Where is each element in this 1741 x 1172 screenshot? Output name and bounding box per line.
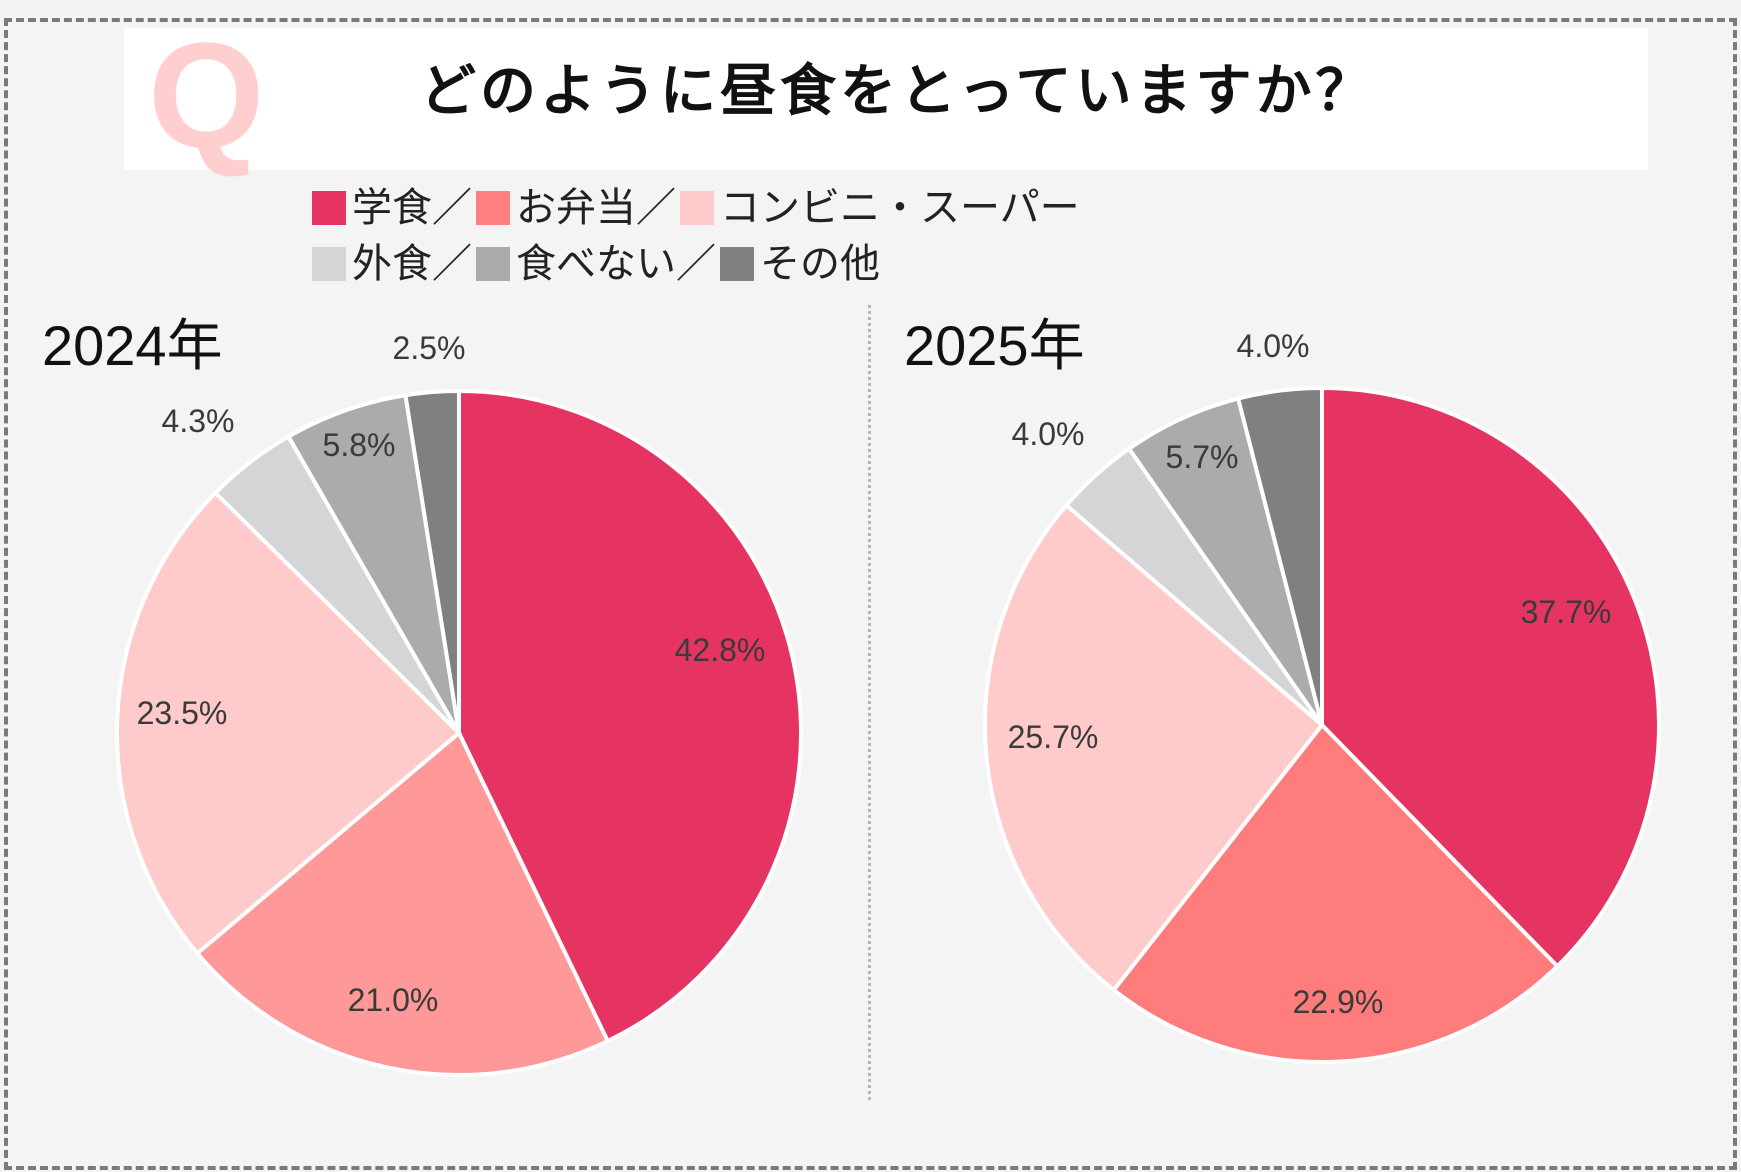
year-label-2025: 2025年 (904, 314, 1085, 377)
data-label-2025-1: 22.9% (1293, 984, 1384, 1020)
pie-chart-2025: 37.7% 22.9% 25.7% 4.0% 5.7% 4.0% (983, 328, 1661, 1064)
pie-slice-2025-0 (1320, 385, 1661, 970)
pie-slice-2025-1 (1110, 721, 1561, 1064)
year-label-2024: 2024年 (42, 314, 223, 377)
legend-label: 外食 (352, 241, 432, 287)
legend-label: 学食 (352, 185, 432, 231)
q-mark-logo: Q (148, 11, 265, 179)
pie-slice-2024-5 (403, 388, 461, 734)
legend-row-2: 外食／ 食べない／ その他 (312, 236, 1212, 292)
data-label-2025-4: 5.7% (1166, 439, 1239, 475)
legend-swatch (312, 247, 346, 281)
legend-separator: ／ (432, 185, 472, 231)
legend-swatch (476, 247, 510, 281)
legend-item-sonota: その他 (720, 236, 880, 292)
data-label-2025-2: 25.7% (1008, 719, 1099, 755)
pie-slice-2024-4 (285, 392, 461, 734)
legend-item-gakushoku: 学食／ (312, 180, 476, 236)
chart-divider (868, 305, 871, 1100)
pie-slice-2025-5 (1235, 385, 1324, 726)
data-label-2024-4: 5.8% (323, 427, 396, 463)
data-label-2024-1: 21.0% (348, 982, 439, 1018)
pie-chart-2024: 42.8% 21.0% 23.5% 4.3% 5.8% 2.5% (115, 330, 804, 1077)
legend-label: 食べない (516, 241, 676, 287)
legend-label: その他 (760, 241, 880, 287)
data-label-2025-3: 4.0% (1012, 416, 1085, 452)
legend: 学食／ お弁当／ コンビニ・スーパー 外食／ 食べない／ その他 (312, 180, 1212, 292)
legend-label: コンビニ・スーパー (720, 185, 1080, 231)
legend-separator: ／ (676, 241, 716, 287)
pie-slice-2024-0 (457, 388, 804, 1044)
legend-item-tabenai: 食べない／ (476, 236, 720, 292)
legend-swatch (680, 191, 714, 225)
legend-item-konbini: コンビニ・スーパー (680, 180, 1080, 236)
data-label-2024-5: 2.5% (393, 330, 466, 366)
data-label-2025-0: 37.7% (1521, 594, 1612, 630)
legend-swatch (312, 191, 346, 225)
data-label-2024-3: 4.3% (162, 403, 235, 439)
legend-item-gaishoku: 外食／ (312, 236, 476, 292)
data-label-2024-0: 42.8% (675, 632, 766, 668)
data-label-2025-5: 4.0% (1237, 328, 1310, 364)
legend-swatch (476, 191, 510, 225)
pie-slice-2024-1 (194, 729, 611, 1077)
legend-item-obento: お弁当／ (476, 180, 680, 236)
legend-separator: ／ (636, 185, 676, 231)
title-banner (124, 28, 1648, 170)
chart-title: どのように昼食をとっていますか？ (420, 59, 1376, 124)
legend-row-1: 学食／ お弁当／ コンビニ・スーパー (312, 180, 1212, 236)
legend-label: お弁当 (516, 185, 636, 231)
pie-slice-2025-2 (983, 502, 1325, 993)
legend-separator: ／ (432, 241, 472, 287)
legend-swatch (720, 247, 754, 281)
pie-slice-2024-2 (115, 490, 462, 957)
data-label-2024-2: 23.5% (137, 695, 228, 731)
